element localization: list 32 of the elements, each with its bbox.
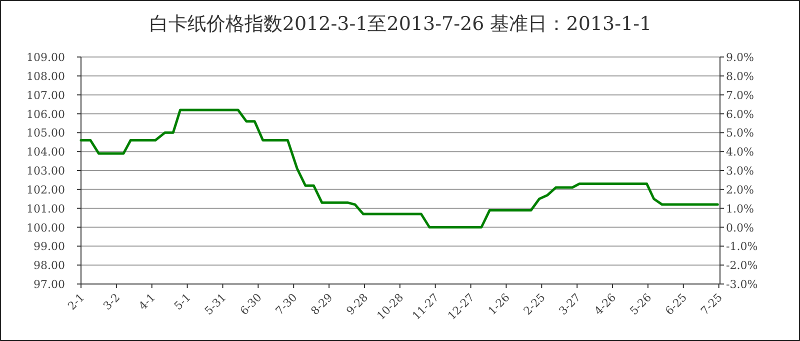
x-tick-label: 2-1 xyxy=(65,290,88,313)
y-tick-label: 108.00 xyxy=(26,70,65,83)
y-tick-label: 98.00 xyxy=(34,259,65,272)
y-tick-label: 103.00 xyxy=(26,164,65,178)
y-tick-label: 106.00 xyxy=(26,108,65,121)
y-tick-label: 109.00 xyxy=(26,51,65,64)
y2-tick-label: 6.0% xyxy=(726,108,754,121)
line-series xyxy=(80,108,719,228)
y-tick-label: 104.00 xyxy=(26,146,65,159)
y2-tick-label: 2.0% xyxy=(726,183,754,196)
x-tick-label: 3-2 xyxy=(100,290,123,313)
y-tick-label: 99.00 xyxy=(34,240,65,254)
y2-tick-label: 4.0% xyxy=(726,146,754,159)
y2-tick-label: 1.0% xyxy=(726,202,754,216)
y2-tick-label: -1.0% xyxy=(726,240,758,254)
y-tick-label: 105.00 xyxy=(26,126,65,140)
y2-tick-label: -3.0% xyxy=(726,278,758,291)
x-tick-label: 4-1 xyxy=(136,290,158,313)
y2-tick-label: 7.0% xyxy=(726,88,754,102)
y2-tick-label: 0.0% xyxy=(726,221,754,234)
y2-tick-label: 3.0% xyxy=(726,164,754,178)
y-tick-label: 97.00 xyxy=(34,278,65,291)
chart-title: 白卡纸价格指数2012-3-1至2013-7-26 基准日：2013-1-1 xyxy=(149,13,652,35)
y2-tick-label: 8.0% xyxy=(726,70,754,83)
y2-tick-label: -2.0% xyxy=(726,259,758,272)
y-tick-label: 107.00 xyxy=(26,88,65,102)
y2-tick-label: 5.0% xyxy=(726,126,754,140)
x-tick-label: 5-1 xyxy=(172,290,194,313)
y2-tick-label: 9.0% xyxy=(726,51,754,64)
y-tick-label: 102.00 xyxy=(26,183,65,196)
y-tick-label: 100.00 xyxy=(26,221,65,234)
y-tick-label: 101.00 xyxy=(26,202,65,216)
